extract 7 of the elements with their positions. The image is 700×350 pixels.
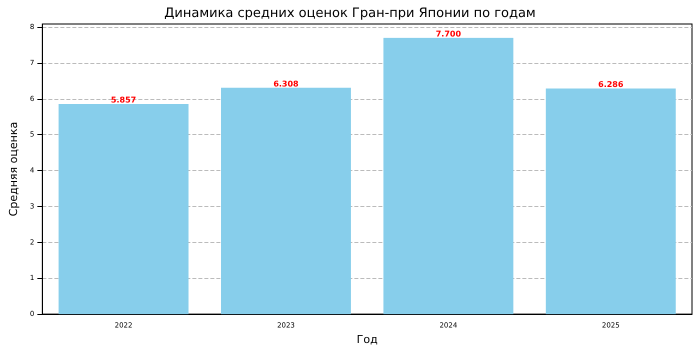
y-axis-title: Средняя оценка [7, 122, 20, 216]
chart-title: Динамика средних оценок Гран-при Японии по годам [164, 6, 536, 21]
data-label: 6.286 [598, 80, 624, 90]
data-label: 6.308 [273, 79, 300, 88]
x-axis-title: Год [356, 333, 378, 346]
data-label: 7.700 [436, 29, 462, 38]
data-label: 5.857 [110, 95, 136, 104]
